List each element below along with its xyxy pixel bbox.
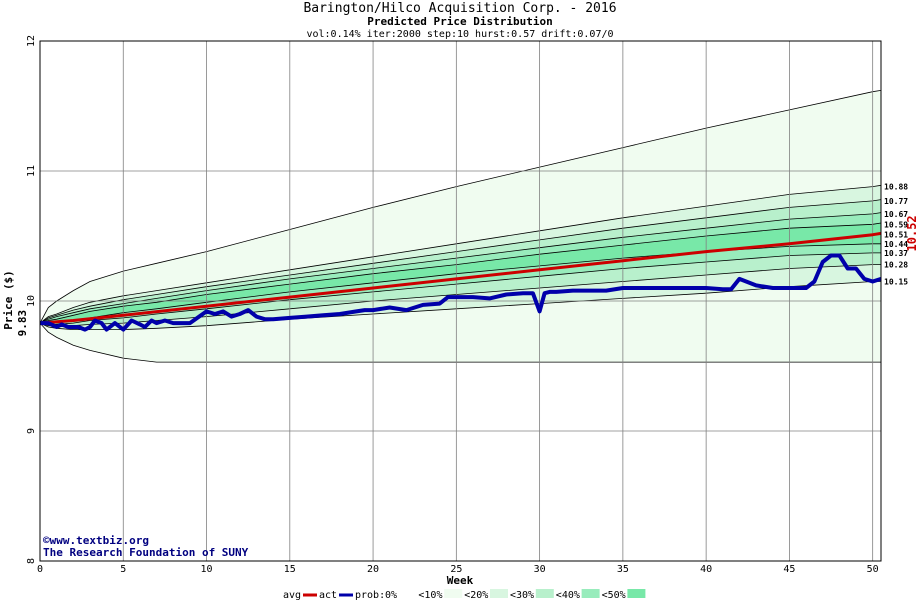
level-label: 10.44 [884, 240, 908, 249]
level-label: 10.51 [884, 231, 908, 240]
chart-params: vol:0.14% iter:2000 step:10 hurst:0.57 d… [306, 29, 613, 40]
level-label: 10.15 [884, 278, 908, 287]
probability-bands [39, 90, 882, 363]
x-tick-35: 35 [617, 564, 629, 575]
x-tick-30: 30 [534, 564, 546, 575]
level-label: 10.77 [884, 197, 908, 206]
y-tick-8: 8 [26, 558, 37, 564]
x-tick-25: 25 [450, 564, 462, 575]
legend: avg act prob: 0% <10% <20% <30% <40% <50% [283, 589, 646, 600]
legend-prob-item: <50% [602, 590, 626, 600]
y-axis-label: Price ($) [2, 270, 15, 330]
x-axis-label: Week [447, 574, 474, 587]
legend-prob-label: prob: [355, 590, 385, 600]
legend-prob-item: <30% [510, 590, 534, 600]
legend-prob-swatch [581, 589, 600, 598]
x-tick-50: 50 [867, 564, 879, 575]
legend-prob-item: <20% [464, 590, 488, 600]
legend-act-label: act [319, 590, 337, 600]
x-tick-10: 10 [201, 564, 213, 575]
credit-line-2: The Research Foundation of SUNY [43, 546, 249, 559]
legend-prob-swatch [535, 589, 554, 598]
series-lines [39, 231, 882, 332]
current-price-label: 10.52 [905, 215, 919, 251]
level-label: 10.28 [884, 261, 908, 270]
legend-prob-item: <10% [418, 590, 442, 600]
x-tick-5: 5 [120, 564, 126, 575]
series-act [40, 253, 882, 332]
level-label: 10.88 [884, 183, 908, 192]
legend-prob-swatch [627, 589, 646, 598]
credit-line-1: ©www.textbiz.org [43, 534, 149, 547]
series-avg [39, 231, 882, 325]
y-tick-10: 10 [26, 295, 37, 307]
plot-frame [39, 40, 882, 562]
y-tick-9: 9 [26, 428, 37, 434]
y-tick-11: 11 [26, 165, 37, 177]
x-axis-ticks: 0 5 10 15 20 25 30 35 40 45 50 [37, 564, 879, 575]
level-label: 10.67 [884, 210, 908, 219]
legend-prob-swatch [444, 589, 463, 598]
legend-prob-swatch [490, 589, 508, 598]
legend-prob-item: <40% [556, 590, 580, 600]
chart-title: Barington/Hilco Acquisition Corp. - 2016 [303, 1, 616, 16]
level-label: 10.37 [884, 249, 908, 258]
x-tick-15: 15 [284, 564, 296, 575]
x-tick-40: 40 [700, 564, 712, 575]
legend-prob-swatch [398, 589, 417, 598]
chart-subtitle: Predicted Price Distribution [367, 15, 552, 28]
y-axis-ticks: 8 9 10 11 12 [26, 35, 37, 564]
x-tick-20: 20 [367, 564, 379, 575]
y-tick-12: 12 [26, 35, 37, 47]
x-tick-45: 45 [783, 564, 795, 575]
x-tick-0: 0 [37, 564, 43, 575]
legend-avg-label: avg [283, 590, 301, 600]
start-price-label: 9.83 [16, 310, 29, 337]
legend-prob-item: 0% [385, 590, 397, 600]
level-label: 10.59 [884, 220, 908, 229]
